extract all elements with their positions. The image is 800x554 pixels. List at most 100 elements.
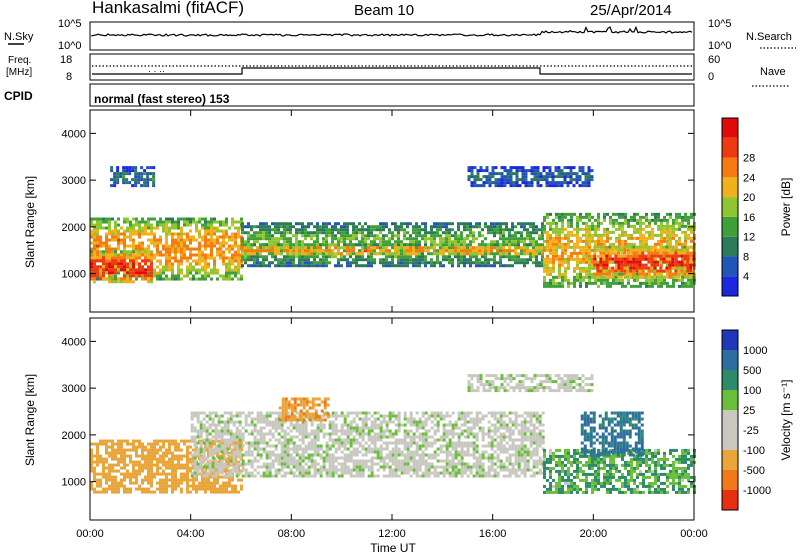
power-cell bbox=[591, 239, 594, 243]
power-cell bbox=[672, 233, 675, 237]
power-cell bbox=[439, 252, 442, 256]
power-cell bbox=[683, 263, 687, 267]
power-cell bbox=[125, 178, 129, 182]
velocity-cell bbox=[244, 453, 248, 457]
power-cell bbox=[382, 234, 385, 238]
power-cell bbox=[391, 243, 394, 247]
power-cell bbox=[135, 232, 138, 236]
power-cell bbox=[600, 221, 603, 225]
power-cell bbox=[379, 240, 382, 244]
power-cell bbox=[316, 237, 319, 241]
power-cell bbox=[93, 229, 96, 233]
power-cell bbox=[385, 222, 388, 226]
velocity-cell bbox=[234, 442, 237, 446]
velocity-cell bbox=[211, 417, 215, 421]
power-cell bbox=[165, 244, 168, 248]
power-cell bbox=[129, 250, 132, 254]
power-cell bbox=[493, 231, 496, 235]
power-cell bbox=[271, 252, 274, 256]
power-cell bbox=[576, 215, 579, 219]
power-cell bbox=[120, 277, 123, 281]
power-cell bbox=[617, 260, 621, 264]
power-cell bbox=[334, 264, 337, 268]
power-cell bbox=[526, 252, 529, 256]
velocity-cell bbox=[192, 466, 195, 470]
velocity-cell bbox=[162, 481, 165, 485]
power-cell bbox=[391, 234, 394, 238]
power-cell bbox=[567, 278, 570, 282]
velocity-cell bbox=[147, 442, 150, 446]
velocity-cell bbox=[217, 432, 221, 436]
velocity-cell bbox=[111, 487, 114, 491]
power-cell bbox=[177, 235, 180, 239]
noise-right-tick-top: 10^5 bbox=[708, 18, 732, 30]
power-cell bbox=[337, 228, 340, 232]
power-cell bbox=[554, 169, 558, 173]
power-cell bbox=[207, 232, 210, 236]
velocity-cell bbox=[210, 445, 213, 449]
power-cell bbox=[475, 222, 478, 226]
power-cell bbox=[554, 175, 558, 179]
power-cell bbox=[283, 228, 286, 232]
power-cell bbox=[539, 172, 543, 176]
velocity-cell bbox=[214, 429, 218, 433]
power-cell bbox=[159, 277, 162, 281]
power-cell bbox=[388, 255, 391, 259]
power-cell bbox=[505, 243, 508, 247]
power-cell bbox=[672, 221, 675, 225]
power-cell bbox=[96, 238, 99, 242]
power-cell bbox=[90, 217, 93, 221]
velocity-cell bbox=[223, 429, 227, 433]
power-cell bbox=[621, 212, 624, 216]
power-cell bbox=[579, 260, 582, 264]
power-cell bbox=[549, 281, 552, 285]
power-cell bbox=[116, 178, 120, 182]
power-cell bbox=[346, 261, 349, 265]
velocity-cell bbox=[123, 460, 126, 464]
power-cell bbox=[675, 278, 678, 282]
power-cell bbox=[467, 166, 471, 170]
power-cell bbox=[310, 243, 313, 247]
power-cell bbox=[241, 243, 244, 247]
power-cell bbox=[505, 237, 508, 241]
power-cell bbox=[442, 225, 445, 229]
power-cell bbox=[611, 266, 615, 270]
velocity-cell bbox=[189, 439, 192, 443]
power-cell bbox=[618, 233, 621, 237]
power-cell bbox=[430, 246, 433, 250]
power-cell bbox=[541, 234, 544, 238]
power-cell bbox=[126, 244, 129, 248]
velocity-cell bbox=[183, 478, 186, 482]
power-cell bbox=[240, 217, 243, 221]
velocity-cell bbox=[111, 466, 114, 470]
power-cell bbox=[403, 228, 406, 232]
power-cell bbox=[526, 237, 529, 241]
power-cell bbox=[627, 278, 630, 282]
power-cell bbox=[385, 258, 388, 262]
power-cell bbox=[582, 260, 585, 264]
power-cell bbox=[201, 250, 204, 254]
power-cell bbox=[129, 229, 132, 233]
power-cell bbox=[259, 231, 262, 235]
power-cell bbox=[102, 274, 105, 278]
power-cell bbox=[304, 246, 307, 250]
velocity-cell bbox=[231, 451, 234, 455]
power-cell bbox=[135, 250, 138, 254]
velocity-cell bbox=[223, 462, 227, 466]
power-cell bbox=[412, 228, 415, 232]
power-cell bbox=[198, 277, 201, 281]
velocity-cell bbox=[229, 462, 233, 466]
power-cell bbox=[555, 248, 558, 252]
velocity-cell bbox=[223, 474, 227, 478]
power-cell bbox=[650, 251, 654, 255]
power-cell bbox=[99, 250, 102, 254]
power-cell bbox=[102, 256, 105, 260]
power-cell bbox=[358, 258, 361, 262]
velocity-cell bbox=[283, 432, 287, 436]
velocity-cell bbox=[280, 474, 284, 478]
velocity-cell bbox=[256, 411, 260, 415]
power-cell bbox=[630, 284, 633, 288]
power-cell bbox=[558, 230, 561, 234]
velocity-cell bbox=[153, 475, 156, 479]
power-cell bbox=[319, 258, 322, 262]
